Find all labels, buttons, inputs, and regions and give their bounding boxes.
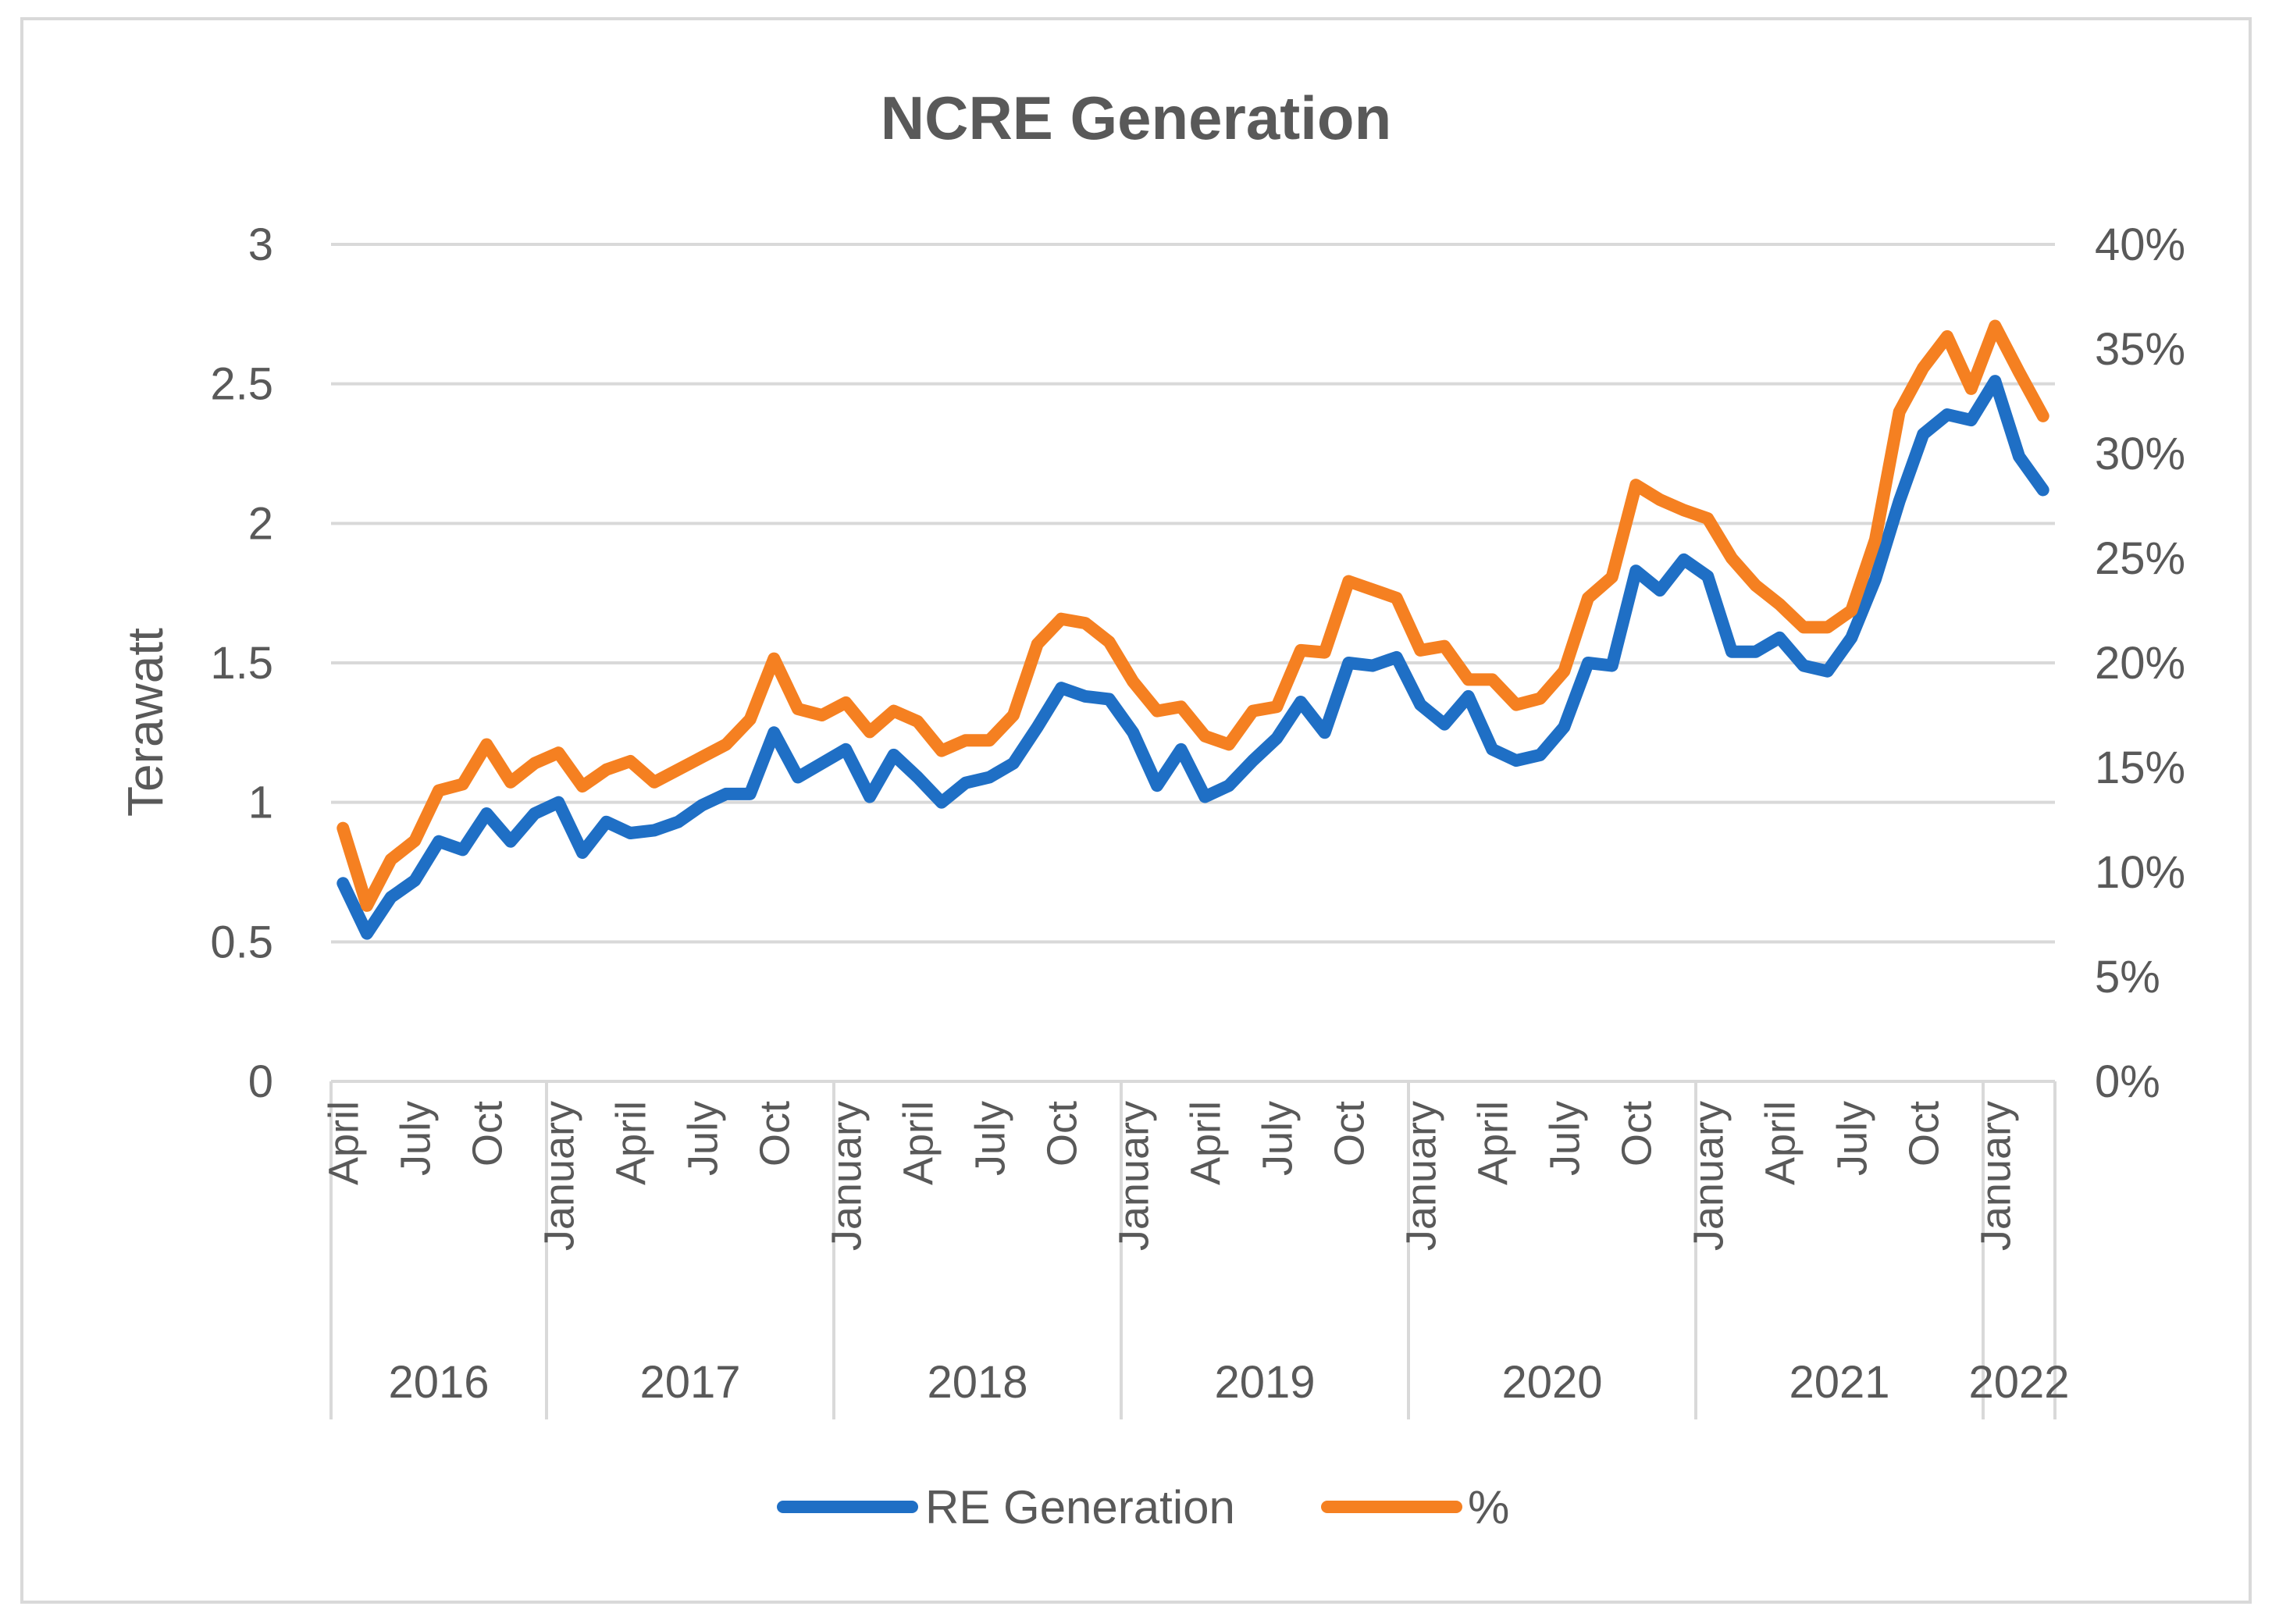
y2-tick-label: 30% <box>2095 429 2185 479</box>
month-label: Oct <box>1326 1101 1373 1166</box>
month-label: July <box>1829 1101 1875 1176</box>
month-label: July <box>1254 1101 1301 1176</box>
gridlines <box>331 243 2055 944</box>
month-label: April <box>895 1101 942 1185</box>
year-label: 2016 <box>388 1357 489 1408</box>
year-label: 2021 <box>1789 1357 1889 1408</box>
year-label: 2020 <box>1501 1357 1602 1408</box>
month-label: January <box>1972 1101 2019 1251</box>
year-label: 2017 <box>639 1357 740 1408</box>
month-label: April <box>1757 1101 1804 1185</box>
series-line-percent <box>337 319 2049 912</box>
month-label: April <box>1469 1101 1516 1185</box>
month-label: July <box>679 1101 726 1176</box>
month-label: Oct <box>1613 1101 1660 1166</box>
year-label: 2022 <box>1968 1357 2069 1408</box>
y-axis-ticks: 0 0.5 1 1.5 2 2.5 3 <box>210 219 273 1107</box>
x-axis: 2016 2017 2018 2019 2020 2021 2022 April July Oct… <box>320 1080 2070 1419</box>
chart-title: NCRE Generation <box>881 84 1391 152</box>
month-label: Oct <box>751 1101 798 1166</box>
month-label: July <box>967 1101 1013 1176</box>
month-label: January <box>1110 1101 1157 1251</box>
month-label: April <box>320 1101 367 1185</box>
month-label: January <box>1398 1101 1444 1251</box>
y-axis-label: Terawatt <box>117 628 173 817</box>
y-tick-label: 1.5 <box>210 638 273 689</box>
month-label: January <box>1685 1101 1732 1251</box>
y2-axis-ticks: 0% 5% 10% 15% 20% 25% 30% 35% 40% <box>2095 219 2185 1107</box>
y-tick-label: 1 <box>248 778 273 828</box>
y-tick-label: 2.5 <box>210 359 273 410</box>
year-label: 2019 <box>1214 1357 1315 1408</box>
y2-tick-label: 40% <box>2095 219 2185 270</box>
y2-tick-label: 25% <box>2095 533 2185 584</box>
month-label: July <box>1541 1101 1588 1176</box>
series-layer <box>337 319 2049 940</box>
month-label: January <box>536 1101 582 1251</box>
y-tick-label: 3 <box>248 219 273 270</box>
y2-tick-label: 0% <box>2095 1056 2160 1107</box>
y-tick-label: 0.5 <box>210 917 273 967</box>
year-label: 2018 <box>927 1357 1027 1408</box>
month-label: April <box>1182 1101 1229 1185</box>
y2-tick-label: 20% <box>2095 638 2185 689</box>
month-label: April <box>607 1101 654 1185</box>
y2-tick-label: 35% <box>2095 324 2185 375</box>
y2-tick-label: 5% <box>2095 952 2160 1003</box>
y-tick-label: 2 <box>248 498 273 549</box>
month-label: Oct <box>464 1101 511 1166</box>
legend-label-percent: % <box>1468 1481 1509 1533</box>
legend: RE Generation % <box>777 1481 1509 1533</box>
month-label: Oct <box>1900 1101 1947 1166</box>
y2-tick-label: 10% <box>2095 847 2185 898</box>
legend-label-re-generation: RE Generation <box>925 1481 1235 1533</box>
y2-tick-label: 15% <box>2095 743 2185 793</box>
series-line-re-generation <box>337 375 2049 940</box>
month-label: January <box>823 1101 870 1251</box>
month-label: July <box>392 1101 439 1176</box>
chart-frame <box>20 17 2252 1604</box>
month-label: Oct <box>1038 1101 1085 1166</box>
y-tick-label: 0 <box>248 1056 273 1107</box>
